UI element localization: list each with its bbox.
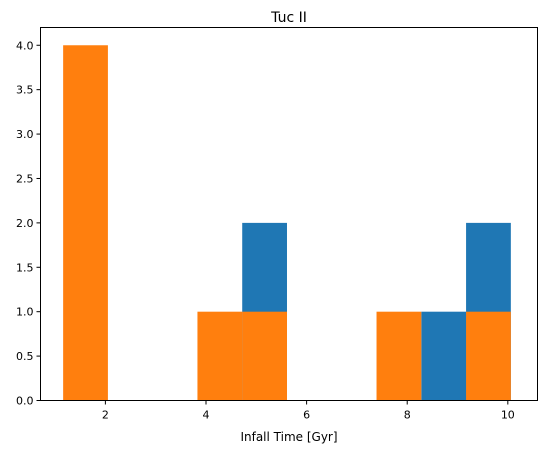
y-tick-label: 0.5 [16, 350, 34, 363]
y-tick-label: 2.0 [16, 217, 34, 230]
y-tick-label: 3.5 [16, 84, 34, 97]
y-tick-label: 2.5 [16, 172, 34, 185]
x-tick-label: 4 [202, 409, 209, 422]
y-tick-label: 3.0 [16, 128, 34, 141]
chart-title: Tuc II [270, 10, 307, 26]
x-axis-ticks: 2 4 6 8 10 [102, 400, 515, 422]
y-tick-label: 1.0 [16, 306, 34, 319]
bar-series2-bin1 [63, 45, 108, 401]
plot-frame [40, 27, 538, 401]
bar-series2-bin5 [242, 311, 287, 401]
x-tick-label: 8 [404, 409, 411, 422]
x-tick-label: 10 [501, 409, 515, 422]
bar-series2-bin10 [466, 311, 511, 401]
x-tick-label: 2 [102, 409, 109, 422]
bar-series2-bin8 [376, 311, 422, 401]
y-tick-label: 1.5 [16, 261, 34, 274]
y-axis-ticks: 0.0 0.5 1.0 1.5 2.0 2.5 3.0 3.5 4.0 [16, 39, 41, 408]
x-axis-label: Infall Time [Gyr] [240, 430, 337, 444]
x-tick-label: 6 [303, 409, 310, 422]
bar-series1-bin9 [421, 311, 467, 401]
bars-group [63, 45, 511, 401]
y-tick-label: 0.0 [16, 395, 34, 408]
y-tick-label: 4.0 [16, 39, 34, 52]
bar-series2-bin4 [197, 311, 243, 401]
